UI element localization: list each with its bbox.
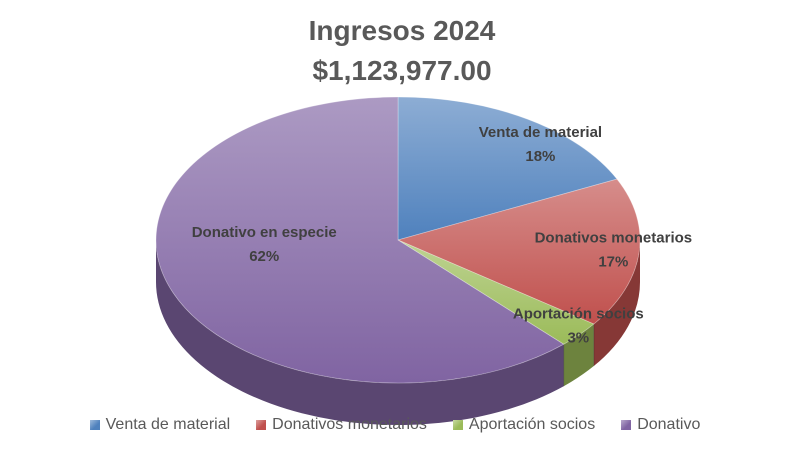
data-label-name: Donativo en especie — [192, 224, 337, 241]
data-label-aportacion-socios: Aportación socios 3% — [513, 305, 644, 346]
legend-item-donativo: Donativo — [621, 416, 700, 434]
chart-subtitle: $1,123,977.00 — [312, 55, 491, 86]
data-label-percent: 3% — [567, 329, 589, 346]
legend-item-venta-de-material: Venta de material — [89, 416, 231, 434]
data-label-donativo-en-especie: Donativo en especie 62% — [192, 224, 337, 265]
pie-side-aportacion-socios — [563, 324, 594, 387]
legend-item-aportacion-socios: Aportación socios — [452, 416, 596, 434]
legend-swatch — [256, 420, 267, 430]
data-label-name: Aportación socios — [513, 305, 644, 322]
pie-side-donativos-monetarios — [593, 240, 640, 367]
pie-slice-donativo-en-especie — [155, 96, 565, 384]
legend-label: Aportación socios — [468, 416, 596, 433]
legend-label: Donativo — [637, 416, 701, 433]
pie-side-donativo-en-especie — [155, 240, 564, 425]
legend-swatch — [452, 420, 463, 430]
data-label-percent: 17% — [598, 253, 628, 270]
legend-swatch — [621, 420, 632, 430]
data-labels: Venta de material 18% Donativos monetarios… — [192, 124, 692, 346]
data-label-percent: 62% — [249, 248, 279, 265]
legend-swatch — [89, 420, 100, 430]
data-label-percent: 18% — [525, 148, 555, 165]
data-label-donativos-monetarios: Donativos monetarios 17% — [535, 229, 693, 270]
data-label-name: Venta de material — [479, 124, 602, 141]
pie-sides — [155, 240, 640, 425]
legend: Venta de material Donativos monetarios Apo… — [0, 416, 790, 434]
pie-slice-venta-de-material — [397, 96, 618, 241]
data-label-venta-de-material: Venta de material 18% — [479, 124, 602, 165]
legend-label: Donativos monetarios — [272, 416, 427, 433]
chart-title: Ingresos 2024 — [309, 15, 496, 46]
data-label-name: Donativos monetarios — [535, 229, 693, 246]
legend-label: Venta de material — [105, 416, 231, 433]
legend-item-donativos-monetarios: Donativos monetarios — [256, 416, 427, 434]
pie-slice-aportacion-socios — [397, 239, 595, 345]
pie-plot — [155, 96, 641, 425]
pie-slice-donativos-monetarios — [396, 178, 641, 325]
